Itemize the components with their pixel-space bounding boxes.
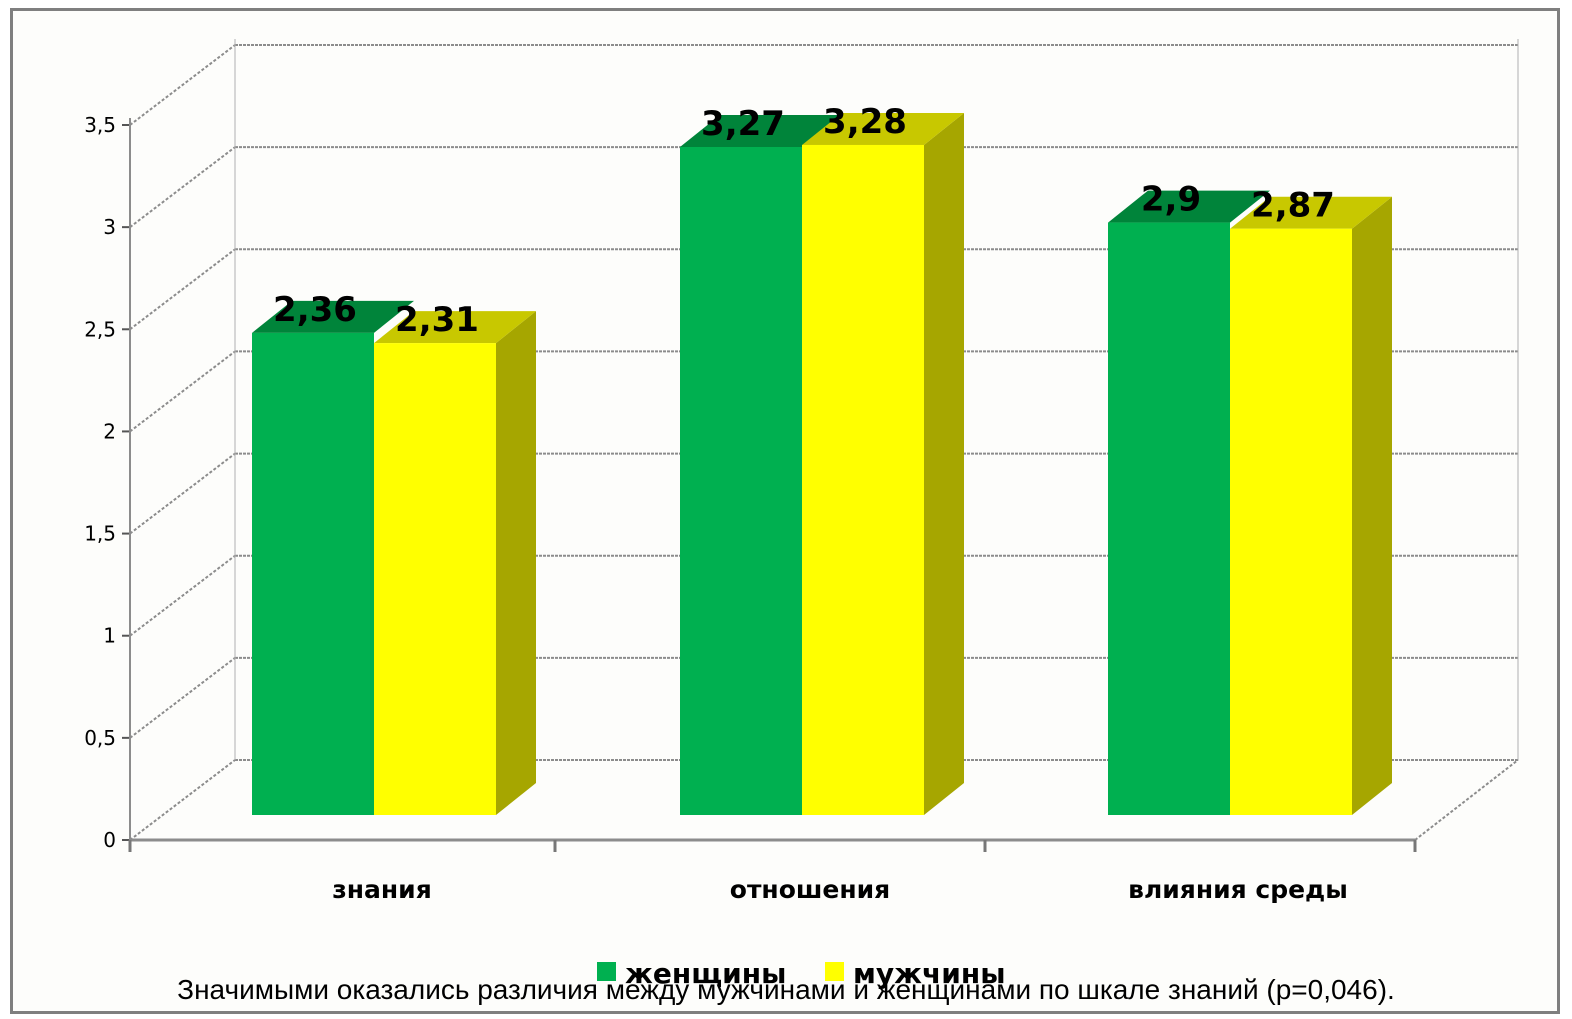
bar: [374, 343, 496, 815]
legend-label: женщины: [625, 957, 786, 990]
data-label: 2,36: [273, 290, 357, 330]
bar-layer: [252, 112, 1392, 816]
data-label: 2,87: [1251, 186, 1335, 226]
label-layer: 0 0,5 1 1,5 2 2,5 3 3,5 2,36 2,31 знания 3,27 3,28 от…: [84, 102, 1348, 904]
y-tick-label: 1: [103, 624, 116, 648]
side-wall-line: [129, 759, 236, 841]
legend-swatch: [597, 962, 616, 981]
data-label: 3,27: [701, 104, 785, 144]
bar: [802, 144, 924, 815]
bar: [1108, 222, 1230, 816]
side-wall-line: [129, 452, 236, 535]
bar-top: [802, 112, 964, 145]
axis-layer: [122, 118, 1417, 852]
y-tick-label: 3: [103, 215, 116, 239]
bar-top: [680, 114, 842, 147]
side-wall-line: [129, 554, 236, 637]
category-label: влияния среды: [1128, 875, 1348, 904]
bar: [252, 332, 374, 815]
bar-top: [1108, 190, 1270, 223]
data-label: 2,9: [1141, 180, 1201, 220]
y-tick-label: 2: [103, 419, 116, 443]
side-wall-line: [129, 350, 236, 433]
side-wall-line: [129, 44, 236, 126]
legend-swatch: [825, 962, 844, 981]
bar-top: [374, 311, 536, 344]
y-tick-label: 1,5: [84, 522, 116, 546]
bar-top: [252, 300, 414, 333]
bar: [1230, 228, 1352, 815]
bar-side: [924, 112, 964, 815]
legend: женщины мужчины: [597, 957, 1006, 990]
side-wall-line: [129, 146, 236, 228]
bar-side: [1352, 196, 1392, 815]
bar: [680, 146, 802, 815]
floor-edge: [1414, 759, 1519, 841]
data-label: 2,31: [395, 300, 479, 340]
category-label: знания: [332, 875, 432, 904]
bar-side: [496, 311, 536, 815]
data-label: 3,28: [823, 102, 907, 142]
y-tick-label: 0: [103, 828, 116, 852]
side-wall-line: [129, 248, 236, 331]
caption: Значимыми оказались различия между мужчи…: [177, 974, 1395, 1005]
y-tick-label: 0,5: [84, 726, 116, 750]
bar-top: [1230, 196, 1392, 229]
side-wall-line: [129, 657, 236, 739]
y-tick-label: 2,5: [84, 317, 116, 341]
y-tick-label: 3,5: [84, 113, 116, 137]
legend-label: мужчины: [853, 957, 1006, 990]
category-label: отношения: [730, 875, 890, 904]
